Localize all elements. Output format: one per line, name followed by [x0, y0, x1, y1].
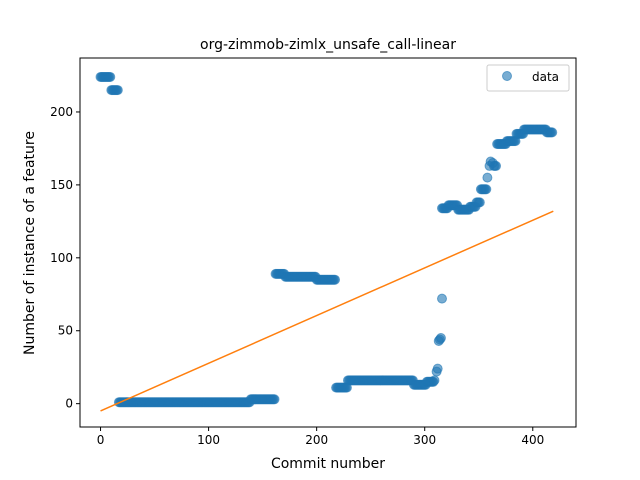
plot-marks	[95, 71, 558, 412]
data-point	[435, 333, 446, 344]
legend: data	[486, 64, 570, 92]
y-tick-label: 50	[58, 324, 73, 338]
y-tick-label: 200	[50, 105, 73, 119]
data-point	[547, 127, 558, 138]
legend-marker-data	[502, 71, 512, 81]
data-point	[432, 363, 443, 374]
y-tick-label: 150	[50, 178, 73, 192]
y-tick-label: 100	[50, 251, 73, 265]
data-point	[482, 172, 493, 183]
x-tick-label: 100	[197, 433, 220, 447]
data-point	[105, 71, 116, 82]
data-point	[330, 274, 341, 285]
data-point	[112, 85, 123, 96]
x-tick-label: 400	[521, 433, 544, 447]
data-point	[437, 293, 447, 304]
x-tick-label: 200	[305, 433, 328, 447]
x-tick-label: 300	[413, 433, 436, 447]
fit-line	[100, 210, 554, 412]
data-point	[269, 394, 280, 405]
y-tick-label: 0	[65, 397, 73, 411]
x-tick-label: 0	[97, 433, 105, 447]
data-point	[474, 197, 485, 208]
data-point	[481, 184, 492, 195]
data-point	[487, 158, 498, 169]
data-point	[429, 375, 440, 386]
chart-title: org-zimmob-zimlx_unsafe_call-linear	[200, 37, 456, 53]
y-axis-ticks: 0 50 100 150 200	[50, 105, 80, 411]
x-axis-label: Commit number	[271, 456, 385, 472]
plot-frame	[79, 57, 577, 428]
legend-label-data: data	[532, 70, 559, 84]
y-axis-label: Number of instance of a feature	[22, 131, 38, 355]
x-axis-ticks: 0 100 200 300 400	[97, 427, 544, 447]
